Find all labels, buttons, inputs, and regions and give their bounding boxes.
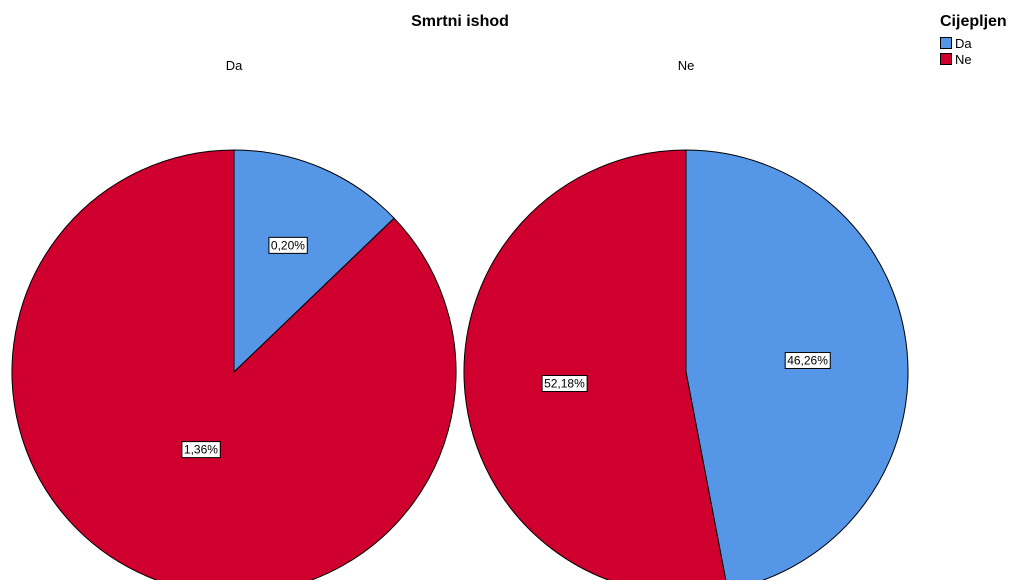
svg-text:52,18%: 52,18%	[544, 377, 585, 391]
legend-label-da: Da	[955, 35, 972, 51]
pie-slice-ne-ne	[463, 149, 727, 580]
svg-text:1,36%: 1,36%	[184, 443, 218, 457]
legend-item-ne: Ne	[940, 51, 1007, 67]
panel-label-da: Da	[225, 58, 243, 73]
pie-slice-da-ne	[11, 149, 457, 580]
legend-title: Cijepljen	[940, 13, 1007, 30]
legend-label-ne: Ne	[955, 51, 972, 67]
panel-label-ne: Ne	[677, 58, 695, 73]
legend: Cijepljen Da Ne	[940, 13, 1007, 67]
legend-swatch-ne	[940, 53, 952, 65]
svg-text:0,20%: 0,20%	[271, 238, 305, 252]
svg-text:46,26%: 46,26%	[787, 353, 828, 367]
chart-title: Smrtni ishod	[411, 13, 509, 30]
legend-item-da: Da	[940, 35, 1007, 51]
data-label-da-da: 0,20%	[268, 236, 308, 254]
legend-swatch-da	[940, 37, 952, 49]
data-label-ne-ne: 52,18%	[541, 375, 588, 393]
data-label-ne-da: 46,26%	[784, 351, 831, 369]
data-label-da-ne: 1,36%	[181, 441, 221, 459]
pie-slice-da-da	[233, 149, 395, 374]
